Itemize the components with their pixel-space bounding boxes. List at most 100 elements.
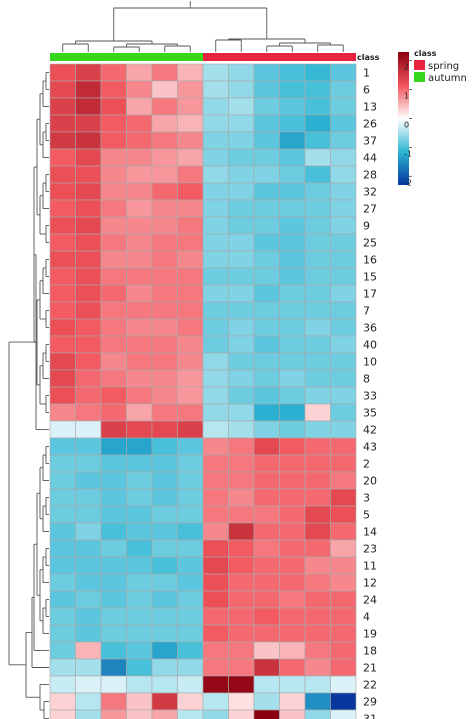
heatmap-cell (75, 386, 102, 405)
heatmap-cell (253, 590, 280, 609)
heatmap-cell (202, 658, 229, 677)
class-bar-cell-spring (228, 53, 254, 61)
heatmap-cell (126, 199, 153, 218)
heatmap-cell (253, 352, 280, 371)
heatmap-cell (49, 114, 76, 133)
heatmap-cell (151, 63, 178, 82)
heatmap-cell (49, 97, 76, 116)
heatmap-cell (330, 692, 357, 711)
heatmap-cell (330, 267, 357, 286)
heatmap-cell (126, 97, 153, 116)
row-label: 36 (363, 322, 377, 335)
heatmap-cell (253, 318, 280, 337)
heatmap-cell (304, 267, 331, 286)
heatmap-cell (75, 692, 102, 711)
row-label: 23 (363, 543, 377, 556)
heatmap-cell (304, 318, 331, 337)
heatmap-cell (75, 182, 102, 201)
heatmap-cell (75, 233, 102, 252)
row-label: 6 (363, 84, 370, 97)
heatmap-cell (151, 641, 178, 660)
heatmap-cell (228, 607, 255, 626)
heatmap-cell (253, 488, 280, 507)
heatmap-cell (330, 454, 357, 473)
heatmap-cell (279, 607, 306, 626)
heatmap-cell (304, 80, 331, 99)
heatmap-cell (202, 675, 229, 694)
heatmap-cell (100, 335, 127, 354)
heatmap-cell (151, 692, 178, 711)
heatmap-cell (151, 301, 178, 320)
heatmap-cell (75, 114, 102, 133)
heatmap-cell (75, 590, 102, 609)
heatmap-cell (151, 233, 178, 252)
heatmap-cell (228, 454, 255, 473)
heatmap-cell (177, 505, 204, 524)
legend-label-autumn: autumn (428, 73, 467, 84)
heatmap-cell (279, 420, 306, 439)
heatmap-cell (177, 233, 204, 252)
heatmap-cell (253, 556, 280, 575)
heatmap-cell (304, 233, 331, 252)
heatmap-cell (228, 709, 255, 719)
heatmap-cell (279, 454, 306, 473)
heatmap-cell (75, 267, 102, 286)
heatmap-cell (151, 658, 178, 677)
heatmap-cell (49, 624, 76, 643)
heatmap-cell (100, 692, 127, 711)
row-label: 42 (363, 424, 377, 437)
row-label: 32 (363, 186, 377, 199)
heatmap-cell (330, 233, 357, 252)
heatmap-cell (330, 607, 357, 626)
heatmap-cell (126, 454, 153, 473)
legend-label-spring: spring (428, 61, 459, 72)
heatmap-cell (177, 420, 204, 439)
heatmap-cell (177, 573, 204, 592)
heatmap-cell (75, 403, 102, 422)
heatmap-cell (202, 250, 229, 269)
row-label: 17 (363, 288, 377, 301)
heatmap-cell (330, 114, 357, 133)
heatmap-cell (49, 182, 76, 201)
heatmap-cell (253, 148, 280, 167)
class-bar-cell-autumn (75, 53, 101, 61)
heatmap-cell (126, 352, 153, 371)
heatmap-cell (177, 267, 204, 286)
heatmap-cell (75, 97, 102, 116)
heatmap-cell (100, 488, 127, 507)
heatmap-cell (330, 148, 357, 167)
heatmap-cell (49, 284, 76, 303)
heatmap-cell (202, 573, 229, 592)
class-bar-cell-spring (330, 53, 356, 61)
heatmap-cell (100, 641, 127, 660)
heatmap-cell (304, 97, 331, 116)
heatmap-cell (151, 403, 178, 422)
heatmap-cell (100, 182, 127, 201)
heatmap-cell (304, 352, 331, 371)
legend-title: class (414, 49, 437, 58)
heatmap-cell (75, 505, 102, 524)
heatmap-cell (126, 114, 153, 133)
heatmap-cell (279, 352, 306, 371)
heatmap-cell (228, 437, 255, 456)
color-scale-legend: 2 1 0 -1 -2 (398, 52, 412, 187)
heatmap-cell (330, 386, 357, 405)
row-label: 12 (363, 577, 377, 590)
heatmap-cell (202, 522, 229, 541)
heatmap-cell (49, 250, 76, 269)
heatmap-cell (330, 437, 357, 456)
heatmap-cell (279, 471, 306, 490)
heatmap-cell (126, 641, 153, 660)
heatmap-cell (228, 233, 255, 252)
heatmap-cell (177, 488, 204, 507)
heatmap-cell (49, 63, 76, 82)
heatmap-cell (304, 709, 331, 719)
heatmap-cell (253, 369, 280, 388)
heatmap-cell (279, 97, 306, 116)
heatmap-cell (202, 709, 229, 719)
heatmap-cell (228, 199, 255, 218)
heatmap-cell (330, 352, 357, 371)
heatmap-cell (253, 301, 280, 320)
heatmap-cell (151, 80, 178, 99)
